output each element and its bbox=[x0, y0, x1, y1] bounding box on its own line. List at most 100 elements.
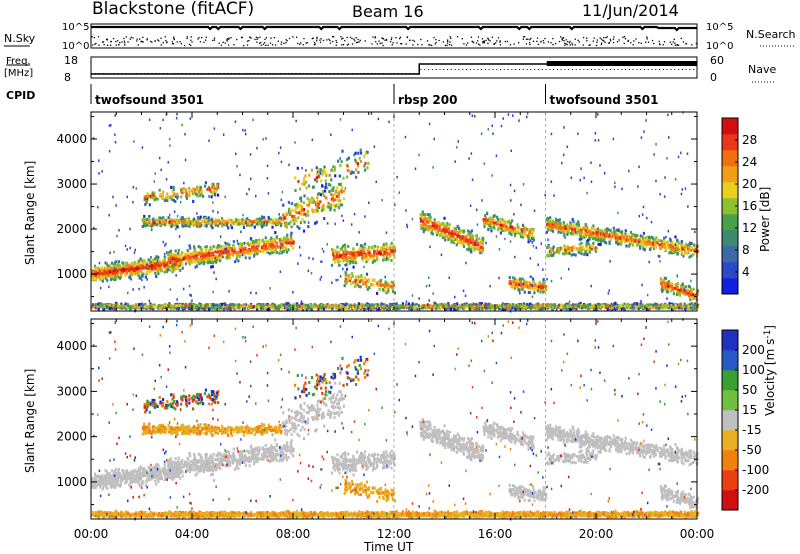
power-echo bbox=[332, 186, 335, 190]
power-echo bbox=[649, 242, 652, 246]
power-echo bbox=[319, 200, 322, 204]
power-echo bbox=[337, 195, 341, 199]
power-echo bbox=[490, 229, 493, 233]
nsearch-point bbox=[392, 42, 394, 44]
nsearch-point bbox=[228, 38, 230, 40]
nsearch-point bbox=[349, 36, 352, 38]
power-echo bbox=[508, 219, 511, 223]
power-echo bbox=[322, 207, 325, 211]
nave-point bbox=[102, 73, 104, 74]
power-echo bbox=[130, 270, 133, 274]
power-echo bbox=[572, 220, 575, 224]
power-echo bbox=[246, 242, 249, 246]
nsearch-point bbox=[449, 41, 451, 43]
power-echo bbox=[184, 256, 187, 260]
power-echo bbox=[249, 220, 253, 223]
power-echo bbox=[193, 245, 196, 249]
power-echo bbox=[284, 224, 287, 228]
power-echo bbox=[588, 229, 591, 233]
power-echo bbox=[622, 234, 626, 238]
nsearch-point bbox=[270, 37, 272, 39]
power-echo bbox=[299, 196, 303, 200]
power-echo bbox=[578, 242, 581, 246]
power-echo bbox=[321, 184, 324, 188]
power-echo bbox=[169, 263, 172, 267]
power-echo bbox=[324, 170, 327, 174]
nsearch-point bbox=[662, 44, 664, 46]
power-echo bbox=[242, 222, 245, 226]
power-echo bbox=[343, 284, 346, 288]
power-echo bbox=[551, 222, 554, 225]
power-echo bbox=[202, 262, 205, 266]
power-echo bbox=[598, 229, 601, 233]
power-echo bbox=[259, 221, 262, 225]
power-echo bbox=[423, 218, 426, 222]
power-echo bbox=[124, 273, 127, 277]
power-echo bbox=[577, 220, 580, 224]
nsearch-point bbox=[110, 44, 112, 46]
nsearch-point bbox=[371, 43, 373, 45]
nsearch-point bbox=[609, 38, 611, 40]
power-echo bbox=[578, 251, 581, 254]
power-echo bbox=[267, 219, 270, 223]
power-echo bbox=[289, 240, 292, 244]
power-echo bbox=[385, 252, 388, 255]
power-echo bbox=[159, 219, 163, 223]
power-echo bbox=[209, 219, 212, 223]
power-echo bbox=[542, 278, 545, 282]
power-echo bbox=[177, 258, 180, 262]
nsearch-point bbox=[333, 36, 335, 38]
power-echo bbox=[636, 234, 639, 238]
power-echo bbox=[148, 215, 151, 218]
nsky-panel bbox=[90, 23, 698, 49]
power-echo bbox=[465, 239, 468, 243]
power-echo bbox=[141, 225, 144, 228]
power-echo bbox=[256, 241, 259, 245]
power-echo bbox=[687, 251, 690, 255]
power-echo bbox=[480, 249, 483, 253]
power-echo bbox=[666, 241, 669, 245]
power-echo bbox=[303, 183, 306, 186]
power-echo bbox=[593, 236, 596, 240]
power-echo bbox=[134, 267, 137, 271]
nave-point bbox=[390, 73, 392, 74]
power-echo bbox=[382, 243, 385, 247]
power-echo bbox=[627, 234, 630, 238]
power-echo bbox=[565, 229, 568, 233]
power-echo bbox=[286, 213, 289, 217]
nsearch-point bbox=[328, 38, 330, 40]
power-echo bbox=[566, 251, 569, 255]
power-echo bbox=[333, 304, 336, 308]
power-echo bbox=[610, 231, 613, 235]
power-echo bbox=[214, 254, 217, 258]
nsearch-point bbox=[332, 36, 334, 38]
power-echo bbox=[220, 252, 224, 256]
power-echo bbox=[191, 192, 194, 196]
power-echo bbox=[96, 267, 99, 271]
nsearch-point bbox=[197, 38, 199, 40]
power-echo bbox=[470, 237, 473, 241]
power-echo bbox=[492, 225, 495, 229]
power-echo bbox=[186, 221, 189, 225]
power-echo bbox=[661, 281, 664, 285]
nsearch-point bbox=[640, 42, 642, 44]
nave-point bbox=[136, 73, 138, 74]
power-echo bbox=[651, 235, 654, 239]
power-echo bbox=[285, 225, 288, 229]
power-echo bbox=[660, 281, 663, 285]
power-echo bbox=[95, 267, 98, 271]
nsearch-point bbox=[342, 44, 345, 46]
power-echo bbox=[238, 245, 241, 248]
nsearch-point bbox=[311, 37, 313, 40]
power-echo bbox=[150, 269, 153, 273]
power-echo bbox=[689, 297, 692, 301]
nsearch-point bbox=[605, 37, 607, 39]
power-echo bbox=[291, 208, 294, 212]
power-echo bbox=[101, 272, 104, 276]
power-echo bbox=[213, 259, 216, 263]
power-echo bbox=[200, 222, 203, 226]
power-echo bbox=[547, 222, 550, 226]
power-echo bbox=[354, 158, 357, 162]
nsearch-point bbox=[258, 42, 261, 44]
nave-point bbox=[492, 69, 494, 70]
